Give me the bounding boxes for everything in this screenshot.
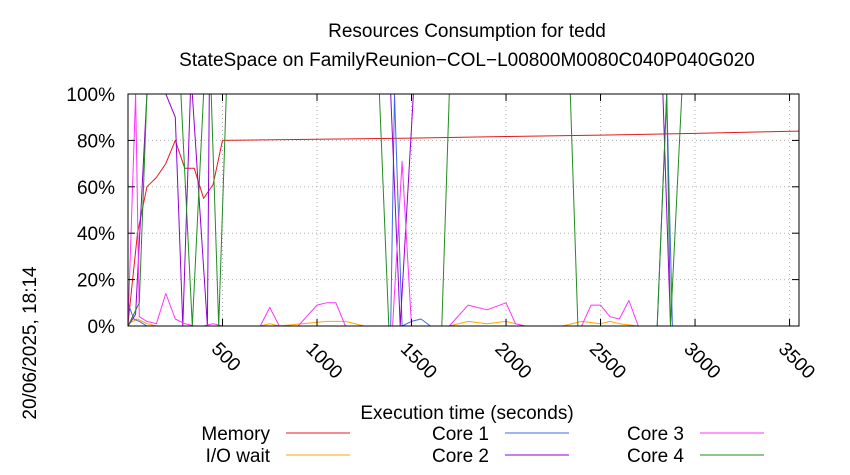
series-line-core-3 — [127, 93, 799, 327]
y-tick-label: 100% — [66, 85, 115, 106]
plot-area — [127, 93, 800, 327]
series-line-core-4 — [127, 93, 799, 327]
series-line-memory — [127, 130, 800, 324]
y-tick-label: 60% — [77, 178, 115, 199]
y-tick-label: 80% — [77, 131, 115, 152]
x-tick-label: 1000 — [301, 339, 346, 384]
series-line-core-1 — [127, 93, 799, 327]
plot-frame — [127, 93, 800, 327]
series-line-i-o-wait — [127, 318, 799, 327]
grid — [128, 94, 799, 326]
chart-title: Resources Consumption for tedd — [328, 21, 606, 42]
legend-label-core-3: Core 3 — [627, 424, 684, 445]
x-tick-label: 2000 — [490, 339, 535, 384]
y-tick-label: 40% — [77, 224, 115, 245]
x-tick-label: 3500 — [774, 339, 819, 384]
legend-label-memory: Memory — [201, 424, 270, 445]
y-tick-label: 0% — [88, 317, 116, 338]
x-tick-label: 500 — [207, 339, 244, 376]
legend-label-core-2: Core 2 — [432, 446, 489, 467]
series-line-core-2 — [127, 93, 799, 327]
y-tick-label: 20% — [77, 271, 115, 292]
legend-label-core-1: Core 1 — [432, 424, 489, 445]
x-tick-label: 2500 — [585, 339, 630, 384]
legend-label-core-4: Core 4 — [627, 446, 684, 467]
chart-subtitle: StateSpace on FamilyReunion−COL−L00800M0… — [179, 50, 755, 71]
timestamp-label: 20/06/2025, 18:14 — [20, 266, 41, 420]
x-tick-label: 1500 — [396, 339, 441, 384]
x-axis-label: Execution time (seconds) — [360, 403, 573, 424]
legend-label-i-o-wait: I/O wait — [206, 446, 271, 467]
x-tick-label: 3000 — [680, 339, 725, 384]
